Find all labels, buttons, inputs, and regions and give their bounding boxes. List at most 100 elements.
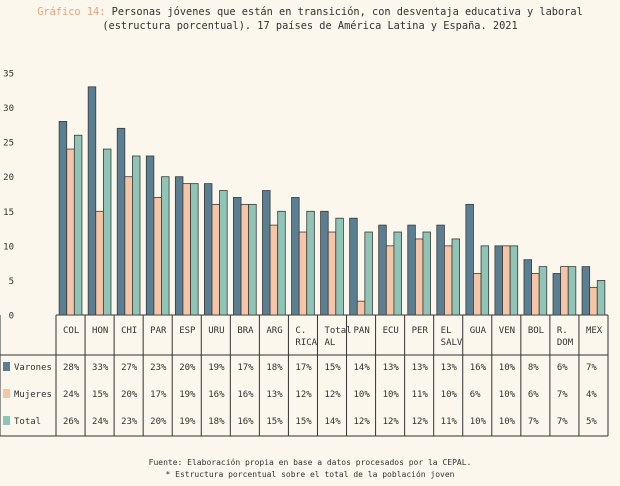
bar-total xyxy=(596,280,606,316)
table-cell-value: 28% xyxy=(63,363,80,373)
category-label: PER xyxy=(412,326,429,336)
bar-total xyxy=(102,148,112,316)
table-cell-value: 12% xyxy=(295,390,312,400)
bar-mujeres xyxy=(95,210,104,316)
y-tick-label: 15 xyxy=(3,208,14,218)
bar-mujeres xyxy=(444,245,453,316)
table-cell-value: 14% xyxy=(354,363,371,373)
footer-source: Fuente: Elaboración propia en base a dat… xyxy=(148,458,472,467)
table-cell-value: 13% xyxy=(441,363,458,373)
bar-varones xyxy=(174,176,184,316)
legend-label-varones: Varones xyxy=(14,363,52,373)
table-cell-value: 12% xyxy=(354,417,371,427)
bar-total xyxy=(219,190,228,316)
bar-mujeres xyxy=(560,266,569,316)
y-tick-label: 30 xyxy=(3,104,14,114)
table-cell-value: 10% xyxy=(441,390,458,400)
category-label: ECU xyxy=(383,326,399,336)
bar-mujeres xyxy=(153,197,162,316)
table-cell-value: 19% xyxy=(208,363,225,373)
chart-title-label: Gráfico 14: xyxy=(37,6,106,18)
table-cell-value: 10% xyxy=(470,417,487,427)
table-cell-value: 10% xyxy=(354,390,371,400)
bar-varones xyxy=(581,266,591,316)
category-label: VEN xyxy=(499,326,515,336)
table-cell-value: 11% xyxy=(412,390,429,400)
table-cell-value: 8% xyxy=(528,363,539,373)
bar-varones xyxy=(436,224,445,316)
bar-varones xyxy=(87,86,97,316)
y-tick-label: 0 xyxy=(9,312,14,322)
table-cell-value: 10% xyxy=(499,417,516,427)
table-cell-value: 6% xyxy=(557,363,568,373)
legend-swatch-mujeres xyxy=(3,389,10,398)
bar-mujeres xyxy=(473,273,482,316)
category-label: BOL xyxy=(528,326,544,336)
category-label: ARG xyxy=(266,326,282,336)
category-label: CHI xyxy=(121,326,137,336)
table-cell-value: 16% xyxy=(470,363,487,373)
table-cell-value: 16% xyxy=(237,417,254,427)
table-cell-value: 20% xyxy=(179,363,196,373)
category-label: PAR xyxy=(150,326,167,336)
bar-mujeres xyxy=(414,238,424,316)
table-cell-value: 7% xyxy=(528,417,539,427)
category-label: ESP xyxy=(179,326,196,336)
bar-mujeres xyxy=(356,300,366,316)
table-cell-value: 15% xyxy=(92,390,109,400)
table-cell-value: 10% xyxy=(499,363,516,373)
bar-varones xyxy=(203,183,213,316)
table-cell-value: 15% xyxy=(324,363,341,373)
table-cell-value: 26% xyxy=(63,417,80,427)
y-tick-label: 20 xyxy=(3,173,14,183)
legend-label-mujeres: Mujeres xyxy=(14,390,52,400)
category-label: URU xyxy=(208,326,224,336)
bar-total xyxy=(364,231,373,316)
y-tick-label: 25 xyxy=(3,139,14,149)
y-tick-label: 10 xyxy=(3,242,14,252)
category-label: HON xyxy=(92,326,108,336)
table-cell-value: 23% xyxy=(121,417,138,427)
bar-mujeres xyxy=(531,273,540,316)
bar-mujeres xyxy=(385,245,395,316)
table-cell-value: 15% xyxy=(295,417,312,427)
bar-varones xyxy=(494,245,503,316)
table-cell-value: 11% xyxy=(441,417,458,427)
bar-total xyxy=(277,210,286,316)
bar-mujeres xyxy=(211,203,220,316)
bar-total xyxy=(248,203,257,316)
table-cell-value: 12% xyxy=(324,390,341,400)
table-cell-value: 13% xyxy=(412,363,429,373)
category-label: BRA xyxy=(237,326,254,336)
table-cell-value: 5% xyxy=(586,417,597,427)
table-cell-value: 27% xyxy=(121,363,138,373)
table-cell-value: 16% xyxy=(237,390,254,400)
bar-total xyxy=(132,155,141,316)
bar-varones xyxy=(552,273,562,316)
bar-mujeres xyxy=(502,245,511,316)
category-label: R. xyxy=(557,326,568,336)
category-label: MEX xyxy=(586,326,603,336)
bar-varones xyxy=(58,121,68,316)
bar-varones xyxy=(145,155,155,316)
table-cell-value: 33% xyxy=(92,363,109,373)
table-cell-value: 4% xyxy=(586,390,597,400)
bar-varones xyxy=(233,197,242,316)
table-cell-value: 24% xyxy=(92,417,109,427)
table-cell-value: 13% xyxy=(266,390,283,400)
table-cell-value: 6% xyxy=(470,390,481,400)
legend-swatch-total xyxy=(3,416,10,425)
category-label: EL xyxy=(441,326,452,336)
table-cell-value: 17% xyxy=(150,390,167,400)
bar-mujeres xyxy=(327,231,337,316)
table-cell-value: 17% xyxy=(295,363,312,373)
bar-total xyxy=(567,266,577,316)
bar-varones xyxy=(291,197,300,316)
y-tick-label: 35 xyxy=(3,70,14,80)
legend-swatch-varones xyxy=(3,362,10,371)
table-cell-value: 16% xyxy=(208,390,225,400)
table-cell-value: 7% xyxy=(586,363,597,373)
table-cell-value: 10% xyxy=(499,390,516,400)
chart-footer: Fuente: Elaboración propia en base a dat… xyxy=(0,457,620,481)
